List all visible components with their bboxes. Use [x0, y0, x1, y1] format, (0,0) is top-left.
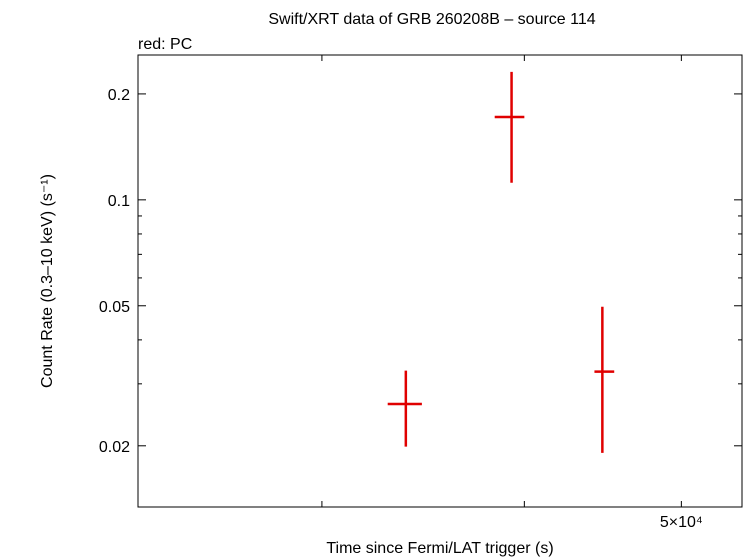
x-axis-label: Time since Fermi/LAT trigger (s) — [326, 540, 553, 557]
y-tick-label: 0.1 — [108, 193, 130, 210]
annotation: red: PC — [138, 36, 192, 53]
y-tick-label: 0.02 — [99, 439, 130, 456]
y-tick-label: 0.05 — [99, 299, 130, 316]
plot-frame — [137, 54, 743, 508]
y-axis-label: Count Rate (0.3–10 keV) (s⁻¹) — [39, 174, 56, 388]
x-tick-label: 5×10⁴ — [660, 514, 703, 531]
y-tick-label: 0.2 — [108, 87, 130, 104]
chart-title: Swift/XRT data of GRB 260208B – source 1… — [268, 11, 595, 28]
